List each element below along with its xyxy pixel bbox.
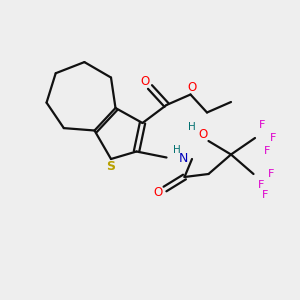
Text: F: F	[258, 179, 264, 190]
Text: F: F	[270, 133, 276, 143]
Text: N: N	[178, 152, 188, 165]
Text: H: H	[188, 122, 196, 133]
Text: F: F	[268, 169, 275, 179]
Text: O: O	[140, 75, 149, 88]
Text: O: O	[199, 128, 208, 142]
Text: O: O	[188, 81, 196, 94]
Text: F: F	[262, 190, 269, 200]
Text: F: F	[264, 146, 270, 157]
Text: F: F	[259, 119, 266, 130]
Text: O: O	[154, 186, 163, 199]
Text: H: H	[173, 145, 181, 155]
Text: S: S	[106, 160, 115, 173]
